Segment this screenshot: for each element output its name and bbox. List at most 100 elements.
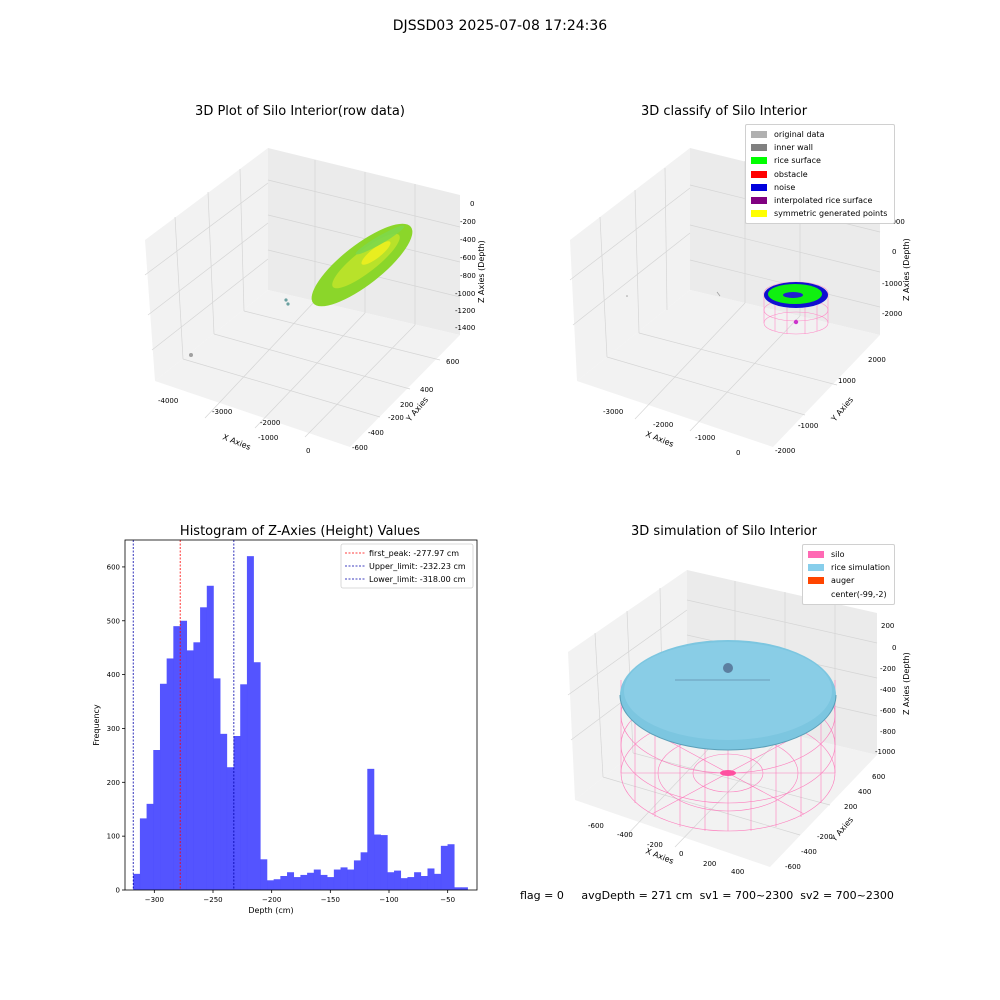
x-tick-label: −250	[203, 896, 222, 904]
legend-swatch	[751, 170, 767, 178]
p2-xtick: -3000	[603, 408, 623, 416]
panel1-title: 3D Plot of Silo Interior(row data)	[195, 104, 405, 119]
histogram-bar	[440, 845, 448, 890]
histogram-bar	[266, 880, 274, 890]
panel1-point-cloud	[189, 223, 413, 357]
legend-swatch	[751, 157, 767, 165]
histogram-bar	[414, 872, 422, 890]
histogram-bar	[327, 877, 335, 890]
panel2-title: 3D classify of Silo Interior	[640, 104, 808, 119]
panel4-3d-plot: -600 -400 -200 0 200 400 X Axies 600 400…	[567, 570, 911, 876]
p1-xtick: -4000	[158, 397, 178, 405]
histogram-bar	[220, 733, 228, 890]
p4-xtick: 0	[679, 850, 683, 858]
histogram-bar	[193, 642, 201, 890]
legend-label: auger	[831, 576, 855, 586]
legend-swatch	[751, 131, 767, 139]
histogram-bar	[146, 803, 154, 890]
histogram-bar	[400, 878, 408, 890]
panel4-rice-surface	[619, 640, 837, 751]
histogram-chart: −300 −250 −200 −150 −100 −50 0 100 200 300 400 500 6…	[92, 539, 478, 915]
legend-label: original data	[774, 130, 825, 140]
sv1-text: sv1 = 700~2300	[699, 889, 794, 902]
p2-ztick: 1000	[887, 218, 905, 226]
p2-ytick: 1000	[838, 377, 856, 385]
legend-label: rice surface	[774, 156, 821, 166]
legend-entry: original data	[751, 128, 889, 141]
chart-title: Histogram of Z-Axies (Height) Values	[179, 524, 421, 539]
histogram-bar	[320, 874, 328, 890]
p1-ztick: -200	[460, 218, 476, 226]
p2-xtick: -1000	[695, 434, 715, 442]
legend-swatch	[808, 564, 824, 572]
histogram-bar	[454, 887, 462, 890]
legend-entry: rice surface	[751, 154, 889, 167]
p2-ztick: 0	[892, 248, 896, 256]
legend-swatch	[808, 551, 824, 559]
p4-xlabel: X Axies	[644, 847, 675, 866]
y-tick-label: 600	[107, 563, 120, 571]
histogram-bar	[293, 877, 301, 890]
p4-xtick: -200	[647, 841, 663, 849]
legend-label: Lower_limit: -318.00 cm	[369, 575, 466, 584]
histogram-bar	[133, 873, 141, 890]
p4-ytick: -200	[817, 833, 833, 841]
histogram-bar	[434, 873, 442, 890]
panel2-silo-mesh	[763, 281, 829, 335]
histogram-bar	[447, 844, 455, 890]
p1-ytick: -200	[388, 414, 404, 422]
x-tick-label: −200	[262, 896, 281, 904]
histogram-bar	[347, 869, 355, 890]
p1-ylabel: Y Axies	[404, 395, 430, 424]
histogram-bar	[407, 877, 415, 890]
p1-ytick: -400	[368, 429, 384, 437]
legend-label: noise	[774, 182, 796, 192]
p1-xtick: -3000	[212, 408, 232, 416]
p4-zlabel: Z Axies (Depth)	[902, 652, 911, 715]
sv2-text: sv2 = 700~2300	[800, 889, 894, 902]
histogram-bar	[166, 658, 174, 890]
legend-entry: symmetric generated points	[751, 207, 889, 220]
panel2-legend: original data inner wall rice surface obsta…	[745, 124, 895, 225]
p2-ytick: -2000	[775, 447, 795, 455]
p4-xtick: 200	[703, 860, 716, 868]
p1-ztick: -1000	[455, 290, 475, 298]
x-tick-label: −150	[321, 896, 340, 904]
p4-xtick: -400	[617, 831, 633, 839]
histogram-bar	[300, 874, 308, 890]
legend-label: first_peak: -277.97 cm	[369, 549, 459, 558]
y-tick-label: 100	[107, 833, 120, 841]
x-axis-label: Depth (cm)	[248, 906, 293, 915]
y-axis-label: Frequency	[92, 704, 101, 746]
legend-swatch	[751, 144, 767, 152]
p1-ztick: -400	[460, 236, 476, 244]
histogram-bar	[173, 626, 181, 890]
legend-entry: obstacle	[751, 168, 889, 181]
p1-ytick: 600	[446, 358, 459, 366]
histogram-bar	[313, 869, 321, 890]
p1-xtick: -2000	[260, 419, 280, 427]
p4-ztick: 0	[892, 644, 896, 652]
p2-xtick: -2000	[653, 421, 673, 429]
histogram-bar	[280, 876, 288, 890]
legend-label: symmetric generated points	[774, 209, 888, 219]
legend-entry: center(-99,-2)	[808, 588, 889, 601]
x-tick-label: −300	[145, 896, 164, 904]
legend-swatch	[808, 590, 824, 598]
p1-zlabel: Z Axies (Depth)	[477, 240, 486, 303]
y-tick-label: 200	[107, 779, 120, 787]
histogram-bar	[159, 683, 167, 890]
legend-swatch	[751, 183, 767, 191]
legend-entry: rice simulation	[808, 561, 890, 574]
p1-ztick: -1400	[455, 324, 475, 332]
p1-xtick: -1000	[258, 434, 278, 442]
p1-ztick: 0	[470, 200, 474, 208]
histogram-legend	[340, 543, 474, 589]
histogram-bar	[153, 750, 161, 890]
legend-label: inner wall	[774, 143, 814, 153]
p1-ztick: -800	[460, 272, 476, 280]
histogram-bar	[427, 868, 435, 890]
p2-ytick: 2000	[868, 356, 886, 364]
histogram-bar	[213, 678, 221, 890]
p1-xtick: 0	[306, 447, 310, 455]
